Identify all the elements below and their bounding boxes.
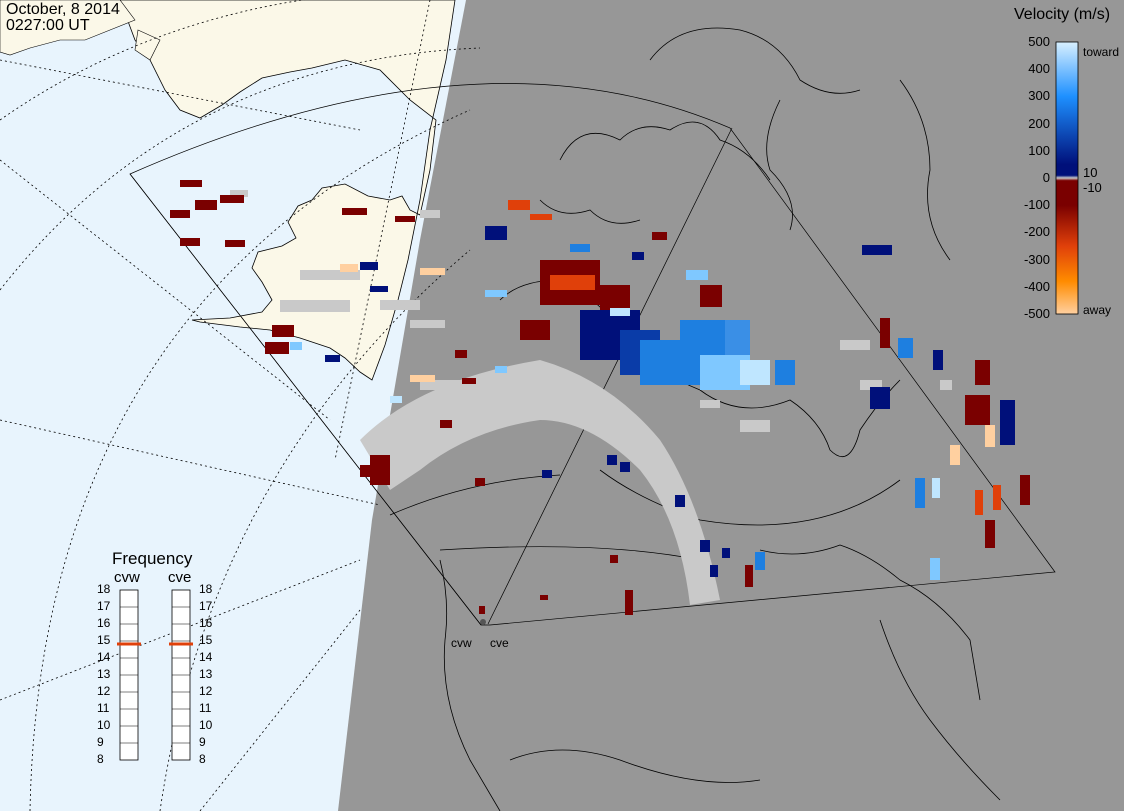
frequency-tick: 18: [199, 582, 213, 596]
siberia-coast: [0, 0, 136, 56]
frequency-tick: 9: [97, 735, 104, 749]
velocity-tick: 400: [1028, 61, 1050, 77]
time-label: 0227:00 UT: [6, 17, 90, 34]
frequency-tick: 15: [97, 633, 111, 647]
frequency-tick: 10: [97, 718, 111, 732]
velocity-colorbar: [1055, 41, 1079, 315]
frequency-tick: 12: [199, 684, 213, 698]
radar-fov: [129, 83, 1056, 626]
frequency-tick: 8: [97, 752, 104, 766]
colorbar-label-10: 10: [1083, 165, 1098, 180]
velocity-tick: 200: [1028, 115, 1050, 131]
frequency-tick: 18: [97, 582, 111, 596]
away-label: away: [1083, 303, 1112, 317]
frequency-tick: 9: [199, 735, 206, 749]
frequency-tick: 13: [97, 667, 111, 681]
velocity-tick: 100: [1028, 142, 1050, 158]
peninsula: [134, 29, 161, 61]
away-echoes: [170, 180, 1030, 615]
toward-echoes: [290, 226, 1015, 580]
radar-label-cve: cve: [490, 636, 509, 650]
frequency-tick: 11: [199, 701, 212, 715]
colorbar-label-neg10: -10: [1083, 180, 1102, 195]
frequency-tick: 17: [97, 599, 111, 613]
frequency-tick: 10: [199, 718, 213, 732]
velocity-tick: -200: [1023, 224, 1050, 240]
date-label: October, 8 2014: [6, 1, 120, 18]
radar-site-marker: [480, 619, 486, 625]
frequency-tick: 11: [97, 701, 110, 715]
velocity-tick: -500: [1023, 306, 1050, 321]
frequency-tick: 14: [97, 650, 111, 664]
velocity-tick: 300: [1028, 88, 1050, 104]
frequency-radar-cvw: cvw: [114, 569, 140, 586]
frequency-radar-cve: cve: [168, 569, 192, 586]
toward-label: toward: [1083, 45, 1120, 59]
velocity-tick: -100: [1023, 197, 1050, 213]
velocity-scale-title: Velocity (m/s): [1014, 6, 1111, 23]
velocity-tick: -300: [1023, 251, 1050, 267]
frequency-tick: 12: [97, 684, 111, 698]
frequency-scales: [119, 589, 191, 761]
coastlines: [439, 27, 1001, 811]
frequency-title: Frequency: [112, 549, 193, 568]
velocity-tick: 0: [1042, 170, 1050, 185]
frequency-tick: 16: [199, 616, 213, 630]
velocity-tick: -400: [1023, 278, 1050, 294]
frequency-tick: 8: [199, 752, 206, 766]
radar-label-cvw: cvw: [451, 636, 472, 650]
frequency-tick: 13: [199, 667, 213, 681]
frequency-tick: 17: [199, 599, 213, 613]
radar-site-echo: [479, 606, 485, 614]
frequency-tick: 15: [199, 633, 213, 647]
frequency-tick: 16: [97, 616, 111, 630]
frequency-tick: 14: [199, 650, 213, 664]
velocity-tick: 500: [1028, 34, 1050, 49]
